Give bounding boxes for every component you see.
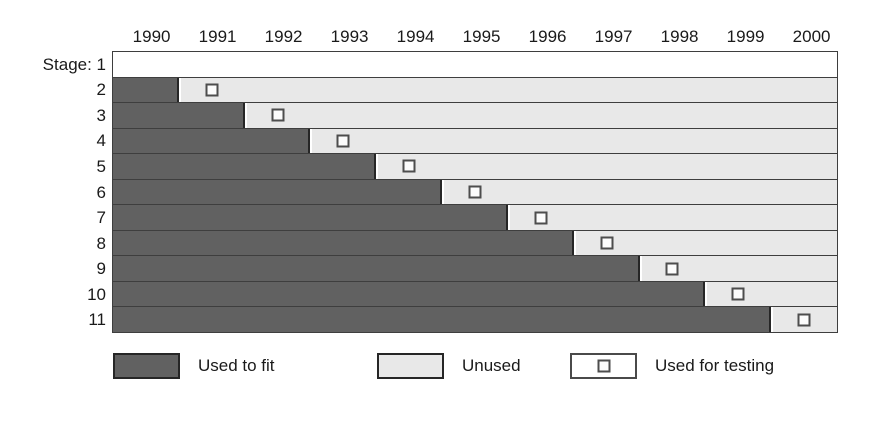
year-tick-label: 1998 — [660, 27, 699, 46]
stage-label: 7 — [96, 208, 106, 228]
test-square-icon — [402, 159, 416, 173]
bar-gap — [376, 154, 379, 179]
legend-label: Unused — [462, 356, 521, 375]
stage-label: 8 — [96, 233, 106, 253]
fit-bar — [113, 256, 640, 281]
unused-region — [378, 154, 837, 179]
test-square-icon — [534, 211, 548, 225]
unused-region — [312, 128, 837, 154]
bar-gap — [244, 103, 247, 128]
stage-row — [112, 306, 838, 334]
unused-region — [180, 77, 837, 103]
year-tick-label: 1999 — [726, 27, 765, 46]
fit-bar — [113, 179, 443, 205]
bar-gap — [310, 128, 313, 154]
stage-row — [112, 127, 838, 155]
stage-label: 11 — [88, 310, 106, 330]
test-square-icon — [271, 108, 285, 122]
bar-gap — [705, 281, 708, 307]
unused-swatch — [377, 353, 444, 379]
test-square-icon — [731, 287, 745, 301]
plot-area: Stage: 1 2 3 4 5 6 7 8 9 10 11 — [0, 51, 838, 334]
stage-row — [112, 178, 838, 206]
fit-bar — [113, 128, 311, 154]
test-square-icon — [797, 313, 811, 327]
year-tick-label: 1993 — [330, 27, 369, 46]
unused-region — [575, 230, 837, 256]
legend-item-unused: Unused — [377, 353, 521, 379]
stage-rows — [112, 51, 838, 334]
year-tick-label: 2000 — [792, 27, 831, 46]
fit-bar — [113, 103, 245, 128]
test-square-icon — [665, 262, 679, 276]
legend-label: Used to fit — [198, 356, 275, 375]
stage-label: 10 — [87, 284, 106, 304]
bar-gap — [507, 205, 510, 230]
stage-row — [112, 255, 838, 282]
used-to-fit-swatch — [113, 353, 180, 379]
stage-label: 2 — [96, 80, 106, 100]
fit-bar — [113, 307, 772, 333]
unused-region — [246, 103, 837, 128]
stage-label: 3 — [96, 105, 106, 125]
stage-label: 5 — [96, 156, 106, 176]
stage-row — [112, 280, 838, 308]
bar-gap — [442, 179, 445, 205]
year-tick-label: 1997 — [594, 27, 633, 46]
bar-gap — [639, 256, 642, 281]
year-tick-label: 1994 — [396, 27, 435, 46]
stage-label: 9 — [96, 259, 106, 279]
bar-gap — [771, 307, 774, 333]
stage-row — [112, 51, 838, 78]
year-tick-label: 1996 — [528, 27, 567, 46]
unused-region — [509, 205, 837, 230]
stage-row — [112, 229, 838, 257]
fit-bar — [113, 205, 508, 230]
year-tick-label: 1991 — [198, 27, 237, 46]
stage-row — [112, 102, 838, 129]
unused-region — [707, 281, 837, 307]
stage-label-column: Stage: 1 2 3 4 5 6 7 8 9 10 11 — [0, 52, 112, 333]
stage-row — [112, 204, 838, 231]
legend-item-used-for-testing: Used for testing — [570, 353, 774, 379]
stage-label: 4 — [96, 131, 106, 151]
year-tick-label: 1992 — [264, 27, 303, 46]
fit-bar — [113, 281, 706, 307]
legend-item-used-to-fit: Used to fit — [113, 353, 275, 379]
test-square-icon — [468, 185, 482, 199]
fit-bar — [113, 154, 377, 179]
test-square-icon — [205, 83, 219, 97]
fit-bar — [113, 230, 574, 256]
unused-region — [444, 179, 837, 205]
test-square-icon — [336, 134, 350, 148]
bar-gap — [178, 77, 181, 103]
stage-row — [112, 76, 838, 104]
bar-gap — [573, 230, 576, 256]
stage-label: Stage: 1 — [42, 54, 106, 74]
year-axis: 1990 1991 1992 1993 1994 1995 1996 1997 1998 1999… — [112, 26, 838, 48]
legend-label: Used for testing — [655, 356, 775, 375]
test-square-icon — [600, 236, 614, 250]
test-square-icon — [597, 359, 610, 373]
year-tick-label: 1995 — [462, 27, 501, 46]
fit-bar — [113, 77, 179, 103]
used-for-testing-swatch — [570, 353, 637, 379]
year-tick-label: 1990 — [132, 27, 171, 46]
stage-label: 6 — [96, 182, 106, 202]
stage-row — [112, 153, 838, 180]
